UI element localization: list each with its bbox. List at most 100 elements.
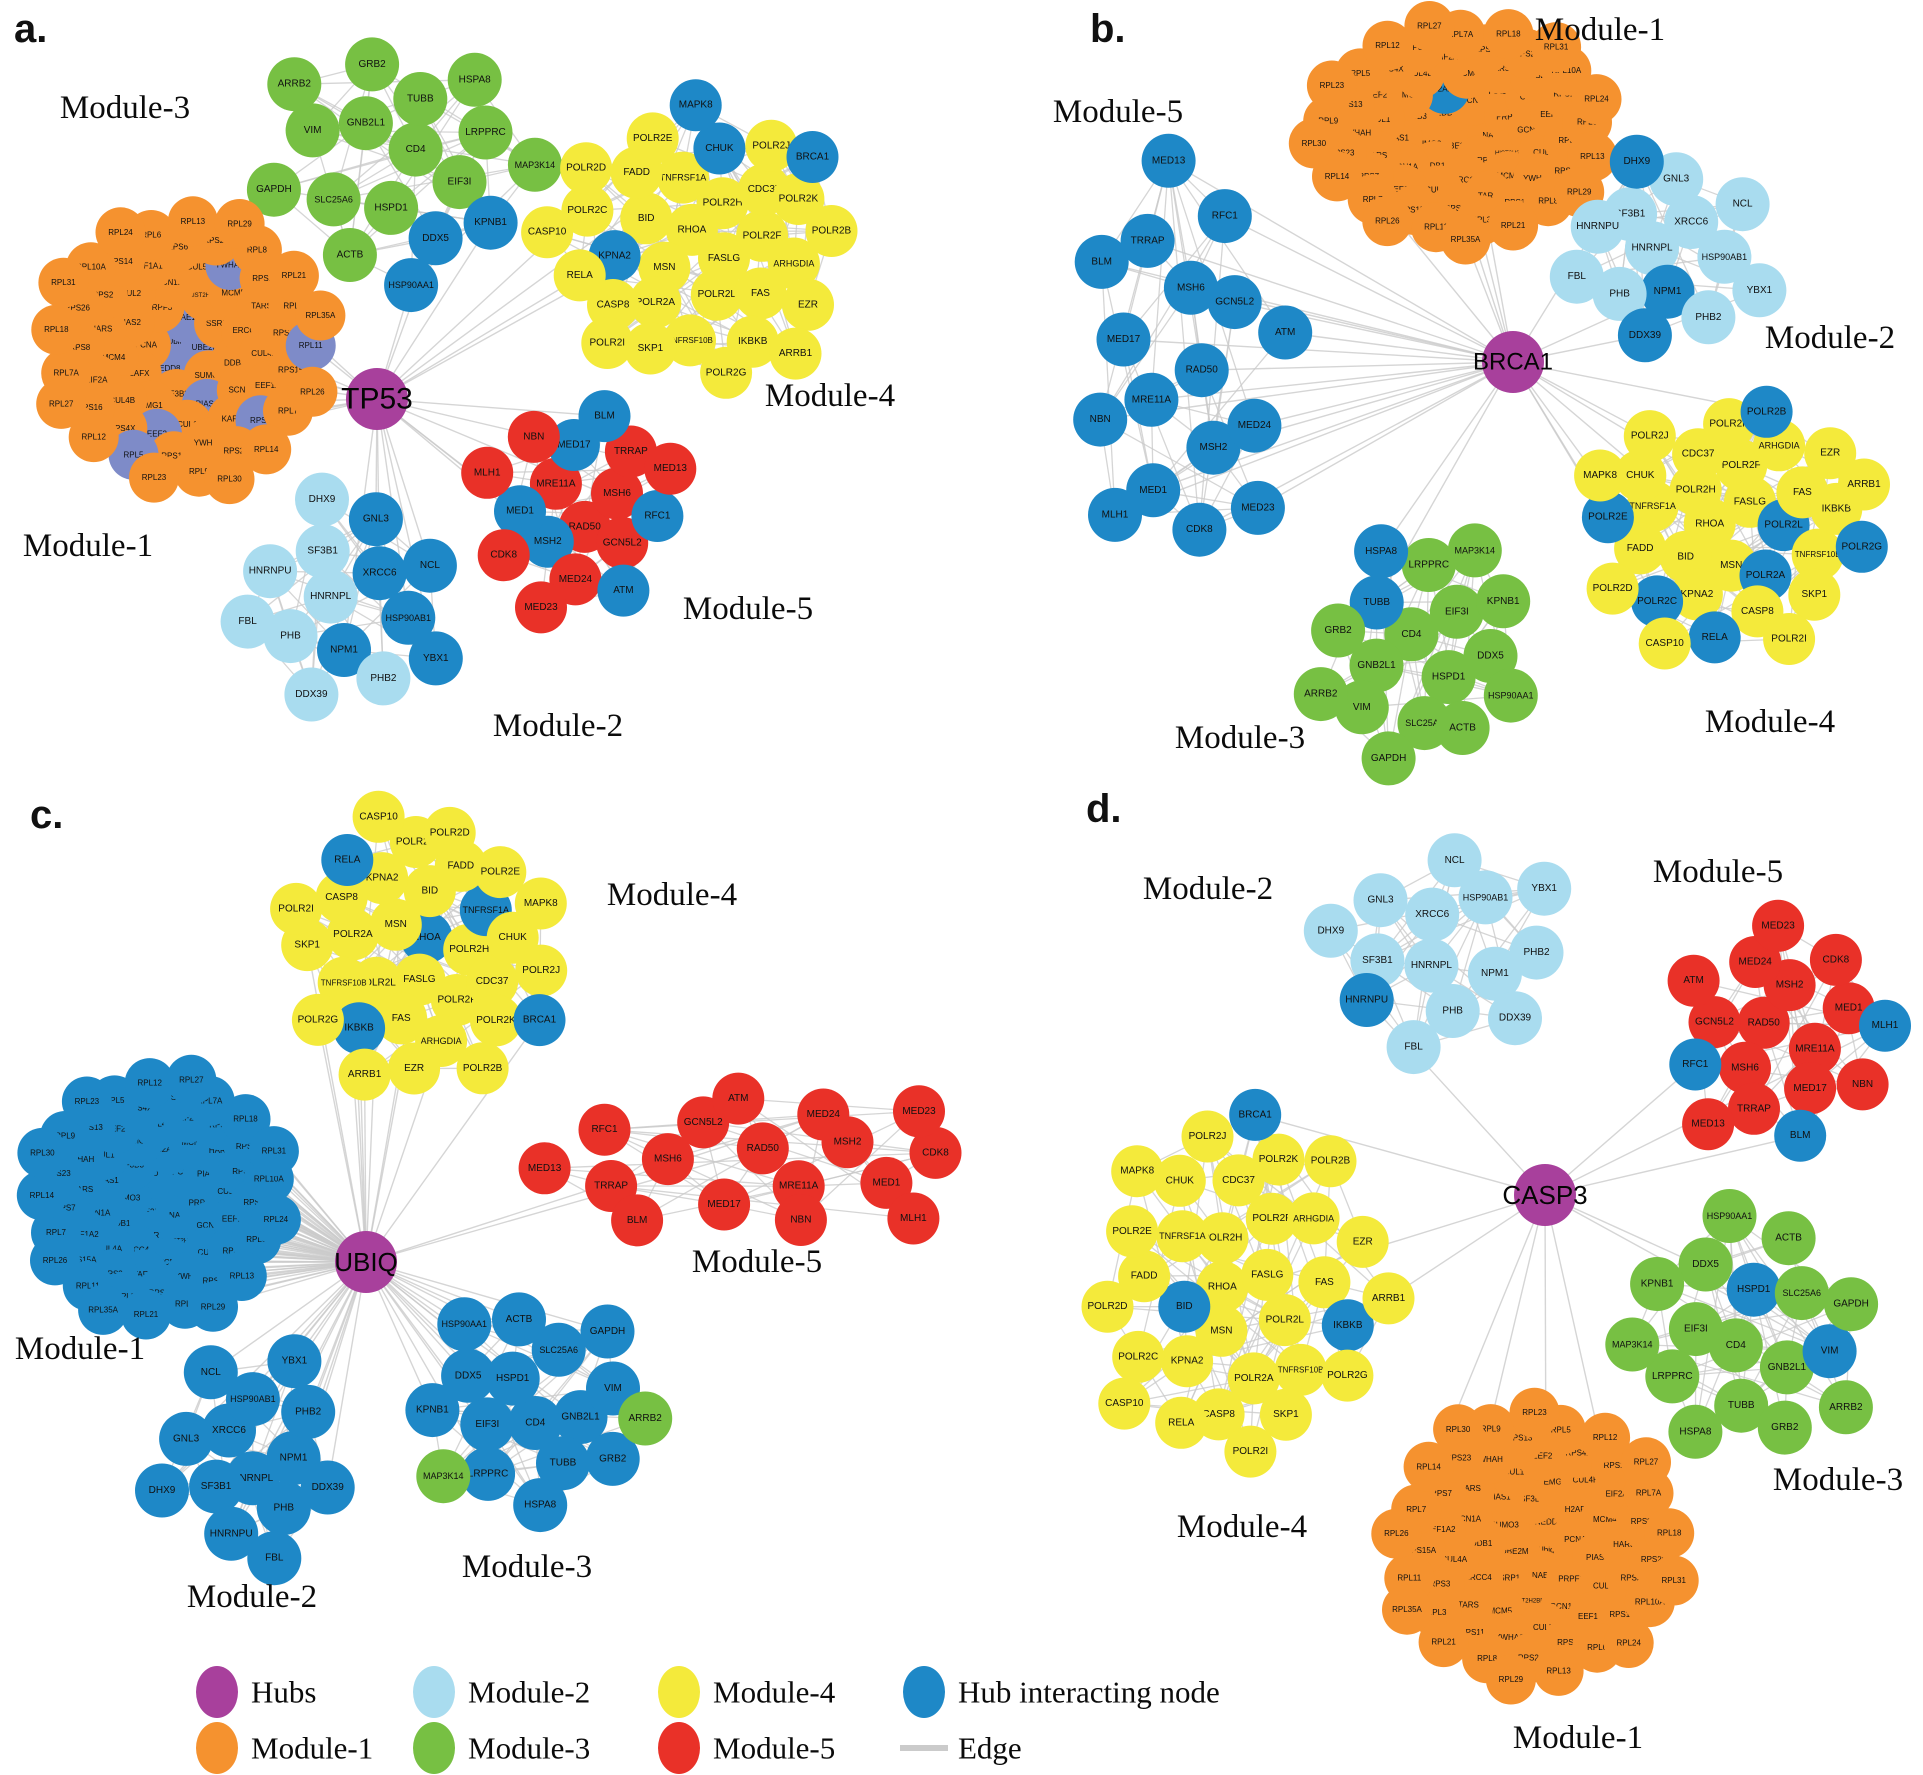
node-POLR2D (1586, 562, 1639, 615)
edge (349, 132, 486, 256)
node-NCL (1715, 177, 1770, 232)
node-CDK8 (1172, 502, 1227, 557)
node-EIF3I (1668, 1302, 1723, 1357)
node-label-POLR2D: POLR2D (1087, 1301, 1127, 1312)
node-FBL (1549, 249, 1604, 304)
node-label-HSP90AB1: HSP90AB1 (386, 613, 432, 623)
node-label-EEF2: EEF2 (1532, 1451, 1553, 1460)
node-label-TRRAP: TRRAP (1737, 1103, 1771, 1114)
node-label-EEF1A1: EEF1A1 (133, 262, 163, 271)
node-NCL (183, 1345, 238, 1400)
node-label-YWHAG: YWHAG (1495, 1633, 1525, 1642)
node-NBN (774, 1194, 827, 1246)
node-POLR2L (1258, 1294, 1311, 1347)
node-label-RAD50: RAD50 (569, 521, 602, 532)
node-MED13 (1682, 1098, 1735, 1151)
edge (230, 1360, 296, 1535)
hub-edge (327, 1261, 367, 1488)
node-label-DHX9: DHX9 (1317, 925, 1344, 936)
node-NBN (507, 410, 560, 463)
module-label-a-Module-4: Module-4 (765, 378, 895, 414)
node-label-PRPF3: PRPF3 (1558, 1575, 1584, 1584)
node-label-ARRB1: ARRB1 (1847, 479, 1881, 490)
node-label-RPL35A: RPL35A (1451, 235, 1481, 244)
node-label-RPL29: RPL29 (227, 220, 252, 229)
node-POLR2B (805, 205, 858, 257)
node-label-ARRB1: ARRB1 (1372, 1293, 1406, 1304)
node-label-CD4: CD4 (1726, 1340, 1746, 1351)
node-label-DDX5: DDX5 (1692, 1259, 1719, 1270)
node-label-RPL35A: RPL35A (88, 1305, 118, 1314)
node-POLR2G (1835, 520, 1888, 573)
node-label-TUBB: TUBB (407, 94, 434, 105)
node-MED23 (893, 1085, 945, 1138)
node-label-RPL9: RPL9 (1481, 1425, 1502, 1434)
node-label-RPL13: RPL13 (1580, 152, 1605, 161)
node-label-RFC1: RFC1 (1682, 1059, 1709, 1070)
node-label-ARRB2: ARRB2 (278, 79, 312, 90)
node-label-MED13: MED13 (1691, 1119, 1725, 1130)
node-label-RPS13: RPS13 (161, 452, 187, 461)
node-label-GCN5L2: GCN5L2 (1695, 1017, 1734, 1028)
node-label-RPL27: RPL27 (1417, 22, 1442, 31)
node-label-CASP8: CASP8 (597, 300, 630, 311)
node-label-KPNB1: KPNB1 (474, 217, 507, 228)
node-HSPA8 (1354, 524, 1409, 579)
node-BRCA1 (1229, 1088, 1282, 1141)
node-VIM (1802, 1324, 1857, 1379)
node-label-BLM: BLM (627, 1215, 648, 1226)
node-label-BRCA1: BRCA1 (1239, 1109, 1273, 1120)
node-CASP8 (587, 279, 639, 331)
node-TNFRSF10B (1791, 528, 1844, 581)
hub-edge (317, 1019, 367, 1263)
node-label-FASLG: FASLG (1734, 496, 1766, 507)
node-label-LRPPRC: LRPPRC (468, 1468, 509, 1479)
node-label-RPS11: RPS11 (149, 1288, 174, 1297)
module-label-a-Module-3: Module-3 (60, 90, 190, 126)
node-MED23 (1230, 480, 1285, 535)
node-label-HSPD1: HSPD1 (1737, 1284, 1771, 1295)
node-label-MLH1: MLH1 (900, 1213, 927, 1224)
node-DHX9 (295, 472, 349, 527)
node-MED24 (1227, 398, 1282, 453)
node-DDX5 (441, 1348, 496, 1403)
hub-edge (1123, 338, 1514, 363)
node-label-FAS: FAS (751, 288, 770, 299)
node-label-TNFRSF1A: TNFRSF1A (660, 173, 707, 183)
node-label-ARHGDIA: ARHGDIA (773, 259, 814, 269)
node-label-RPS26: RPS26 (1514, 49, 1540, 58)
node-label-YWHAG: YWHAG (175, 1272, 205, 1281)
node-label-RPS3: RPS3 (273, 329, 294, 338)
node-label-XRCC6: XRCC6 (363, 568, 397, 579)
node-label-EIF2A: EIF2A (177, 1113, 200, 1122)
node-label-EEF2: EEF2 (1367, 90, 1388, 99)
node-label-MED24: MED24 (1238, 420, 1272, 431)
node-POLR2A (629, 276, 682, 329)
node-label-RPS2: RPS2 (232, 1167, 253, 1176)
hub-edge (365, 1019, 541, 1263)
node-label-HSP90AA1: HSP90AA1 (388, 280, 434, 290)
node-label-CASP8: CASP8 (325, 892, 358, 903)
node-label-MAPK8: MAPK8 (524, 898, 558, 909)
node-label-MED23: MED23 (902, 1106, 936, 1117)
node-label-FADD: FADD (447, 860, 474, 871)
node-label-CASP8: CASP8 (1202, 1409, 1235, 1420)
node-label-HNRNPL: HNRNPL (1411, 960, 1453, 971)
node-label-POLR2H: POLR2H (1676, 484, 1716, 495)
node-label-RPL12: RPL12 (137, 1079, 162, 1088)
node-MSH6 (641, 1133, 694, 1186)
module-label-a-Module-1: Module-1 (23, 528, 153, 564)
node-label-CUL5: CUL5 (187, 263, 208, 272)
node-GRB2 (585, 1431, 640, 1486)
node-label-HNRNPU: HNRNPU (1345, 995, 1388, 1006)
node-TNFRSF10B (317, 956, 370, 1009)
node-label-TNFRSF10B: TNFRSF10B (1795, 550, 1841, 559)
node-label-FAS: FAS (392, 1013, 411, 1024)
node-label-MCM5: MCM5 (157, 1258, 181, 1267)
node-label-MSH2: MSH2 (534, 536, 562, 547)
node-RELA (1688, 611, 1741, 664)
node-label-RPL27: RPL27 (179, 1075, 204, 1084)
node-HSP90AA1 (384, 258, 439, 313)
node-label-RPS8: RPS8 (1631, 1517, 1652, 1526)
node-TNFRSF10B (664, 314, 716, 367)
